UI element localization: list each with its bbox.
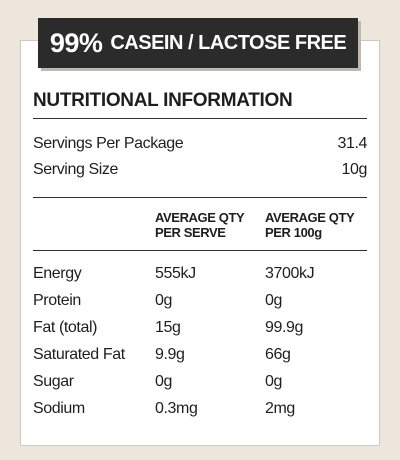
serving-label: Servings Per Package <box>33 135 184 152</box>
serving-label: Serving Size <box>33 161 119 178</box>
nutrient-name: Protein <box>33 292 81 309</box>
column-header-line: AVERAGE QTY <box>155 210 245 225</box>
rule <box>33 250 367 251</box>
serving-value: 31.4 <box>337 135 367 152</box>
nutrient-value: 0g <box>265 292 282 309</box>
rule <box>33 197 367 198</box>
column-header-line: AVERAGE QTY <box>265 210 355 225</box>
nutrient-value: 15g <box>155 319 181 336</box>
nutrient-name: Energy <box>33 265 82 282</box>
nutrient-value: 66g <box>265 346 291 363</box>
nutrient-name: Saturated Fat <box>33 346 125 363</box>
badge-text: CASEIN / LACTOSE FREE <box>110 31 347 54</box>
title: NUTRITIONAL INFORMATION <box>33 90 293 111</box>
nutrient-value: 0g <box>265 373 282 390</box>
column-header-line: PER SERVE <box>155 225 226 240</box>
serving-value: 10g <box>341 161 368 178</box>
nutrient-name: Sodium <box>33 400 85 417</box>
banner: 99% CASEIN / LACTOSE FREE <box>38 18 358 68</box>
nutrient-name: Fat (total) <box>33 319 98 336</box>
rule <box>33 118 367 119</box>
badge-number: 99% <box>49 27 103 58</box>
column-header-line: PER 100g <box>265 225 322 240</box>
nutrient-value: 555kJ <box>155 265 196 282</box>
nutrient-value: 0.3mg <box>155 400 198 417</box>
nutrient-value: 0g <box>155 292 172 309</box>
nutrient-value: 0g <box>155 373 172 390</box>
nutrient-value: 9.9g <box>155 346 185 363</box>
column-header: AVERAGE QTY PER SERVE <box>155 210 245 240</box>
nutrient-name: Sugar <box>33 373 74 390</box>
nutrient-value: 99.9g <box>265 319 304 336</box>
nutrient-value: 3700kJ <box>265 265 315 282</box>
label-box <box>20 40 380 446</box>
nutrient-value: 2mg <box>265 400 295 417</box>
column-header: AVERAGE QTY PER 100g <box>265 210 355 240</box>
